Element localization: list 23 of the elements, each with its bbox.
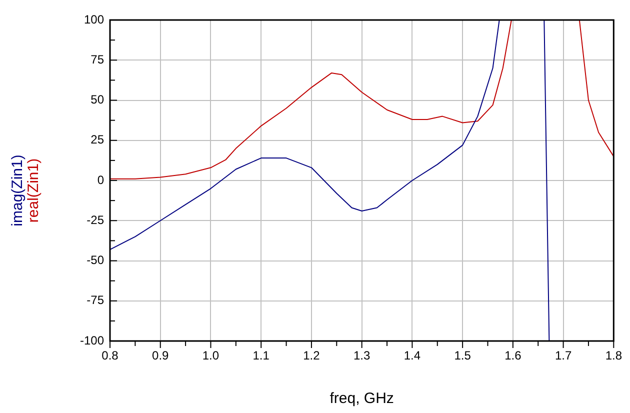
y-tick-label: 0	[97, 172, 104, 187]
x-tick-label: 1.3	[353, 348, 370, 363]
y-tick-label: -50	[86, 253, 104, 268]
x-tick-label: 1.7	[554, 348, 572, 363]
x-tick-label: 1.4	[404, 348, 421, 363]
x-tick-label: 1.8	[605, 348, 622, 363]
x-tick-label: 1.5	[454, 348, 472, 363]
x-tick-label: 0.9	[152, 348, 170, 363]
y-tick-label: 100	[84, 12, 104, 26]
y-tick-label: -75	[86, 293, 104, 308]
x-tick-label: 1.0	[202, 348, 220, 363]
y-tick-label: -25	[86, 212, 104, 227]
x-axis-title: freq, GHz	[330, 390, 394, 408]
x-tick-label: 0.8	[102, 348, 119, 363]
x-tick-label: 1.6	[504, 348, 522, 363]
y-tick-label: -100	[80, 333, 104, 348]
y-tick-label: 75	[90, 52, 104, 66]
y-tick-label: 50	[90, 92, 104, 107]
text: imag(Zin1)	[9, 154, 26, 226]
y-tick-label: 25	[90, 132, 104, 147]
x-tick-label: 1.1	[252, 348, 270, 363]
x-tick-label: 1.2	[303, 348, 320, 363]
text: real(Zin1)	[25, 158, 42, 223]
